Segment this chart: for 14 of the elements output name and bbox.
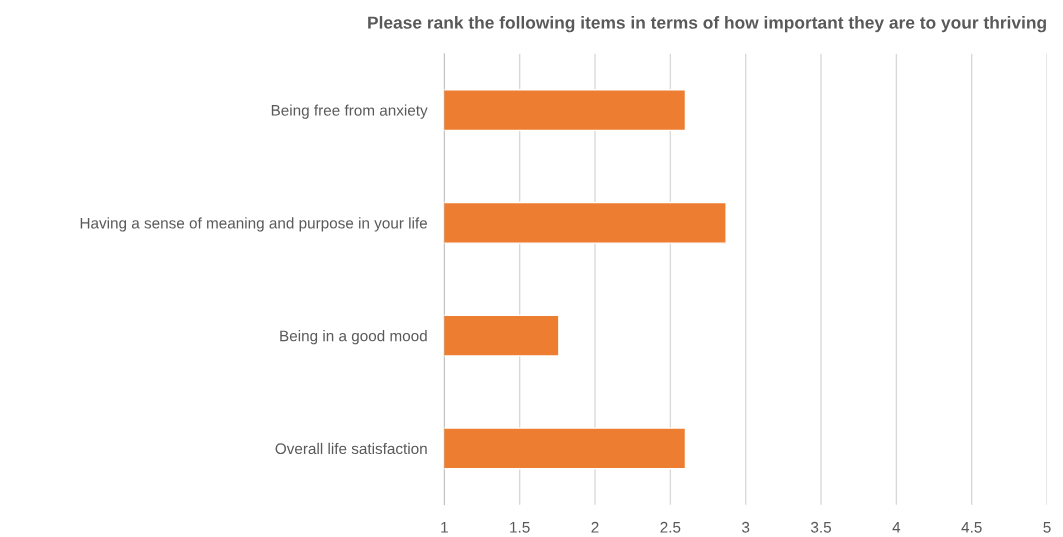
x-tick-label: 3.5 [811,521,832,533]
x-tick-label: 3 [742,521,750,533]
x-tick-label: 4 [892,522,901,533]
x-tick-label: 1.5 [510,522,530,533]
x-tick-label: 2.5 [660,521,681,533]
x-tick-label: 2 [591,521,599,533]
y-tick-label: Overall life satisfaction [275,442,427,455]
y-tick-label: Being free from anxiety [271,104,428,119]
y-tick-label: Having a sense of meaning and purpose in your life [80,217,428,232]
y-tick-label: Being in a good mood [280,330,427,345]
x-tick-label: 1 [441,522,448,533]
x-tick-label: 5 [1043,522,1051,533]
chart-title: Please rank the following items in terms of how important they are to your thriving [368,16,1046,33]
x-tick-label: 4.5 [961,522,982,533]
